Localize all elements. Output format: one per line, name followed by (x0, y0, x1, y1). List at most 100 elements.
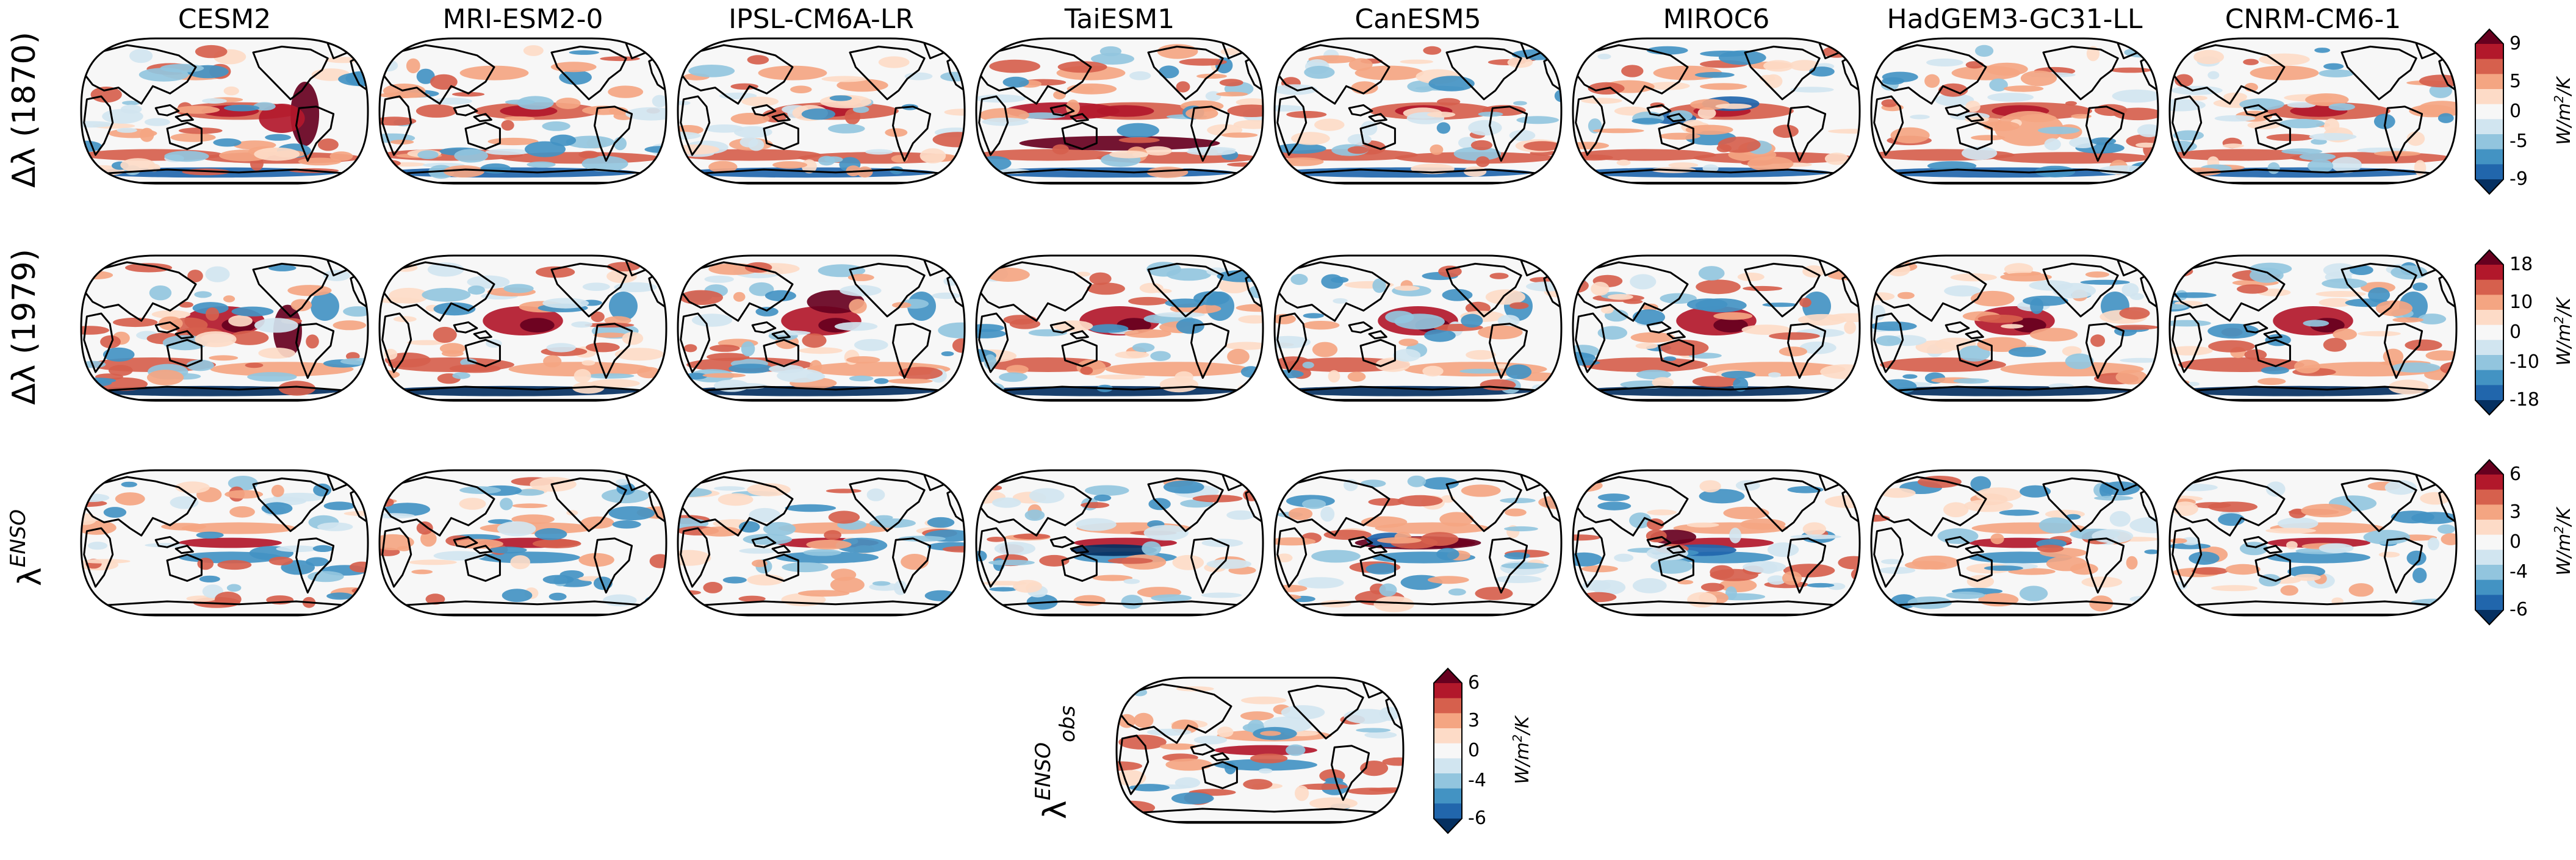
anomaly-patch (1192, 495, 1243, 503)
anomaly-patch (1302, 321, 1340, 330)
colorbar-tick-label: 0 (2509, 321, 2522, 343)
anomaly-patch (2004, 263, 2034, 276)
anomaly-patch (1799, 298, 1811, 307)
coastline (2171, 312, 2203, 373)
anomaly-patch (1871, 321, 1917, 331)
anomaly-patch (1163, 480, 1204, 494)
anomaly-patch (247, 372, 297, 382)
coastline (1368, 545, 1387, 554)
column-title-taiesm1: TaiESM1 (1064, 4, 1175, 35)
coastline (2384, 323, 2423, 379)
coastline (1276, 312, 1308, 373)
coastline (1489, 323, 1528, 379)
anomaly-patch (1298, 783, 1348, 790)
colorbar-unit-label: W/m2/K (2552, 298, 2575, 366)
anomaly-patch (1743, 285, 1783, 292)
anomaly-patch (1019, 135, 1220, 151)
anomaly-patch (201, 98, 227, 104)
anomaly-patch (542, 575, 574, 584)
coastline (1275, 261, 1391, 322)
map-panel-row3-mri-esm2-0 (378, 469, 667, 617)
anomaly-patch (2412, 282, 2428, 292)
anomaly-patch (1702, 164, 1719, 173)
anomaly-patch (703, 582, 723, 593)
coastline (381, 527, 412, 588)
anomaly-patch (1927, 161, 1977, 171)
anomaly-patch (454, 149, 488, 163)
anomaly-patch (2019, 586, 2048, 601)
anomaly-patch (818, 264, 866, 278)
anomaly-patch (1632, 118, 1663, 124)
anomaly-patch (854, 339, 888, 351)
anomaly-patch (2406, 131, 2425, 146)
anomaly-patch (1740, 518, 1786, 530)
anomaly-patch (265, 134, 291, 141)
anomaly-patch (2110, 67, 2152, 73)
anomaly-patch (1219, 79, 1243, 87)
anomaly-patch (1071, 544, 1157, 556)
anomaly-patch (1984, 565, 2023, 571)
anomaly-patch (2192, 567, 2228, 575)
anomaly-patch (722, 576, 747, 584)
coastline (1871, 261, 1987, 322)
coastline (174, 113, 194, 123)
anomaly-patch (1123, 578, 1140, 584)
anomaly-patch (532, 539, 581, 548)
anomaly-patch (1236, 304, 1263, 312)
anomaly-patch (2294, 359, 2320, 374)
anomaly-patch (1080, 366, 1093, 375)
anomaly-patch (1439, 512, 1474, 527)
anomaly-patch (1790, 87, 1834, 93)
colorbar-unit-label: W/m2/K (2552, 77, 2575, 145)
anomaly-patch (1699, 480, 1721, 493)
anomaly-patch (502, 589, 533, 603)
anomaly-patch (730, 113, 770, 125)
coastline (1658, 553, 1694, 582)
anomaly-patch (268, 264, 297, 271)
coastline (1070, 330, 1089, 340)
colorbar-extend-max (1434, 668, 1462, 683)
anomaly-patch (1902, 374, 1918, 379)
anomaly-patch (1767, 575, 1786, 585)
anomaly-patch (340, 358, 368, 365)
map-frame (1115, 676, 1405, 824)
coastline (1348, 321, 1373, 334)
anomaly-patch (1841, 267, 1860, 274)
coastline (2263, 330, 2283, 340)
anomaly-patch (1694, 72, 1735, 78)
anomaly-patch (503, 284, 534, 293)
coastline (680, 312, 711, 373)
anomaly-patch (992, 497, 1021, 508)
anomaly-patch (1598, 493, 1630, 501)
anomaly-patch (1052, 144, 1069, 155)
anomaly-patch (849, 299, 867, 314)
anomaly-patch (2189, 551, 2220, 565)
anomaly-patch (1226, 510, 1255, 520)
anomaly-patch (1616, 159, 1631, 166)
anomaly-patch (932, 132, 965, 148)
colorbar-bin (2475, 149, 2503, 165)
anomaly-patch (2030, 298, 2044, 314)
anomaly-patch (586, 373, 635, 379)
anomaly-patch (785, 504, 836, 512)
anomaly-patch (1347, 787, 1397, 795)
anomaly-patch (1260, 731, 1281, 736)
anomaly-patch (2170, 149, 2313, 161)
coastline (1049, 104, 1075, 116)
anomaly-patch (578, 553, 614, 567)
anomaly-patch (1824, 152, 1849, 165)
anomaly-patch (1225, 342, 1263, 350)
anomaly-patch (527, 161, 556, 168)
anomaly-patch (1250, 753, 1288, 764)
anomaly-patch (187, 270, 203, 282)
anomaly-patch (738, 595, 766, 602)
anomaly-patch (702, 373, 746, 378)
anomaly-patch (2279, 118, 2325, 129)
column-title-miroc6: MIROC6 (1663, 4, 1770, 35)
anomaly-patch (1772, 124, 1799, 138)
anomaly-patch (1311, 550, 1361, 563)
anomaly-patch (1718, 137, 1761, 153)
colorbar-bin (1434, 728, 1462, 744)
anomaly-patch (1258, 768, 1273, 774)
anomaly-patch (2427, 537, 2439, 551)
